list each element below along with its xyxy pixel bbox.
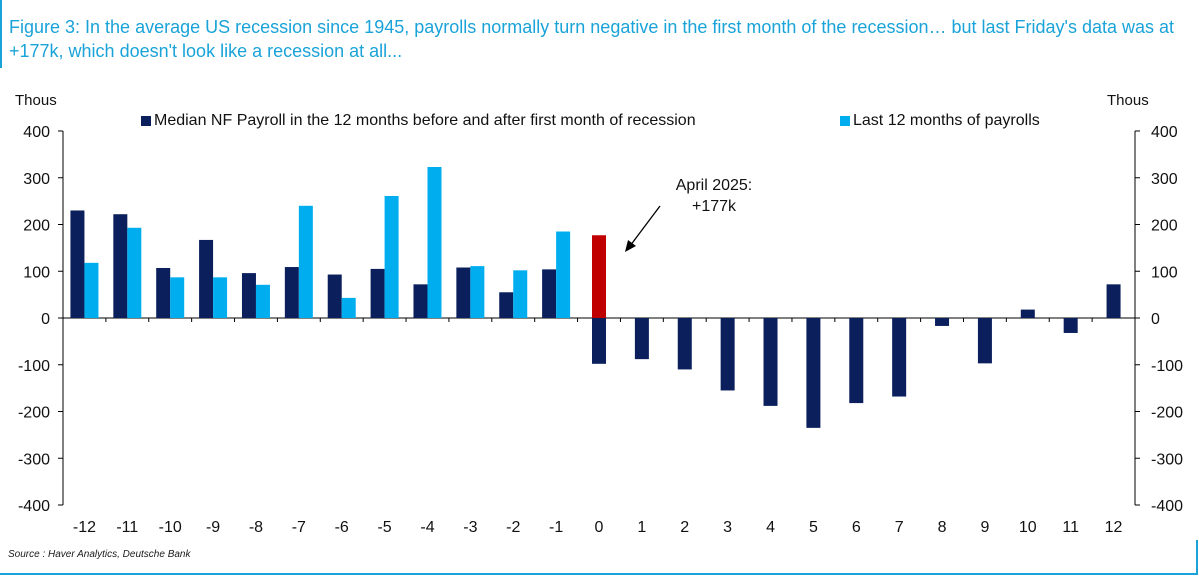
bar-median [413, 284, 428, 318]
x-tick-label: 8 [938, 519, 947, 536]
annotation-line2: +177k [692, 198, 737, 215]
legend-label-last12: Last 12 months of payrolls [853, 112, 1040, 129]
y-tick-label-right: 0 [1151, 311, 1160, 328]
y-tick-label-right: -200 [1151, 405, 1183, 422]
y-tick-label-right: -300 [1151, 451, 1183, 468]
title-frame: Figure 3: In the average US recession si… [0, 0, 1197, 68]
x-tick-label: 10 [1019, 519, 1037, 536]
y-tick-label-right: 300 [1151, 171, 1178, 188]
right-rule [1196, 540, 1198, 575]
x-tick-label: 12 [1105, 519, 1123, 536]
x-tick-label: -3 [463, 519, 477, 536]
bar-median [156, 267, 171, 318]
bar-last12 [556, 231, 571, 318]
y-tick-label-left: 100 [23, 264, 50, 281]
bar-median [1063, 318, 1078, 333]
bar-highlight [592, 235, 606, 318]
y-tick-label-right: 100 [1151, 264, 1178, 281]
y-tick-label-left: -200 [18, 405, 50, 422]
bar-last12 [298, 205, 313, 318]
bar-last12 [427, 166, 442, 318]
bar-last12 [127, 227, 142, 318]
x-tick-label: 11 [1062, 519, 1079, 536]
x-tick-label: -11 [116, 519, 138, 536]
y-tick-label-left: 400 [23, 124, 50, 141]
x-tick-label: -1 [549, 519, 563, 536]
x-tick-label: 6 [852, 519, 861, 536]
legend-item-median: Median NF Payroll in the 12 months befor… [141, 112, 696, 130]
y-tick-label-left: -300 [18, 451, 50, 468]
x-tick-label: 5 [809, 519, 818, 536]
bar-median [284, 267, 299, 318]
source-note: Source : Haver Analytics, Deutsche Bank [8, 549, 191, 560]
y-tick-label-left: -400 [18, 498, 50, 515]
y-axis-left-unit: Thous [15, 92, 57, 109]
legend-label-median: Median NF Payroll in the 12 months befor… [154, 112, 696, 129]
bar-median [1106, 284, 1121, 318]
x-tick-label: 9 [980, 519, 989, 536]
y-axis-right-unit: Thous [1107, 92, 1149, 109]
x-tick-label: 7 [895, 519, 904, 536]
bar-last12 [470, 266, 485, 318]
bar-median [241, 273, 256, 318]
bar-last12 [213, 277, 228, 318]
bar-last12 [384, 195, 399, 318]
bar-median [370, 268, 385, 318]
bar-last12 [513, 270, 528, 318]
bar-median [113, 214, 128, 318]
bar-last12 [255, 284, 270, 318]
bar-median [849, 318, 864, 404]
x-tick-label: -8 [249, 519, 263, 536]
bar-median [677, 318, 692, 370]
bar-median [70, 210, 85, 318]
bottom-rule [0, 573, 1197, 575]
legend-swatch-median [141, 116, 151, 126]
x-tick-label: -4 [420, 519, 434, 536]
bar-last12 [341, 297, 356, 318]
legend-swatch-last12 [840, 116, 850, 126]
annotation-line1: April 2025: [676, 177, 753, 194]
y-tick-label-left: 0 [41, 311, 50, 328]
x-tick-label: -5 [377, 519, 391, 536]
bar-median [542, 269, 557, 318]
x-tick-label: 0 [595, 519, 604, 536]
x-tick-label: -2 [506, 519, 520, 536]
x-tick-label: -9 [206, 519, 220, 536]
bar-median [977, 318, 992, 364]
y-tick-label-left: -100 [18, 358, 50, 375]
bar-median [456, 267, 471, 318]
legend-item-last12: Last 12 months of payrolls [840, 112, 1040, 130]
x-tick-label: 2 [680, 519, 689, 536]
chart-title: Figure 3: In the average US recession si… [9, 17, 1175, 61]
bar-median [763, 318, 778, 406]
x-tick-label: -6 [335, 519, 349, 536]
y-tick-label-left: 300 [23, 171, 50, 188]
annotation-arrow-head [625, 240, 636, 252]
y-tick-label-right: 200 [1151, 218, 1178, 235]
bar-median [592, 318, 606, 364]
bar-median [634, 318, 649, 360]
y-tick-label-right: -100 [1151, 358, 1183, 375]
annotation-arrow-shaft [629, 205, 661, 247]
bar-median [935, 318, 950, 326]
x-tick-label: 1 [637, 519, 646, 536]
bar-median [499, 292, 514, 318]
x-tick-label: -12 [73, 519, 96, 536]
bar-last12 [84, 262, 99, 318]
x-tick-label: 4 [766, 519, 775, 536]
bar-median [327, 274, 342, 318]
x-tick-label: -10 [159, 519, 182, 536]
bar-median [1020, 309, 1035, 318]
y-tick-label-left: 200 [23, 218, 50, 235]
x-tick-label: 3 [723, 519, 732, 536]
y-tick-label-right: 400 [1151, 124, 1178, 141]
bar-median [199, 239, 214, 318]
bar-last12 [170, 277, 185, 318]
bar-median [892, 318, 907, 397]
bar-median [720, 318, 735, 391]
x-tick-label: -7 [292, 519, 306, 536]
y-tick-label-right: -400 [1151, 498, 1183, 515]
bar-median [806, 318, 821, 428]
